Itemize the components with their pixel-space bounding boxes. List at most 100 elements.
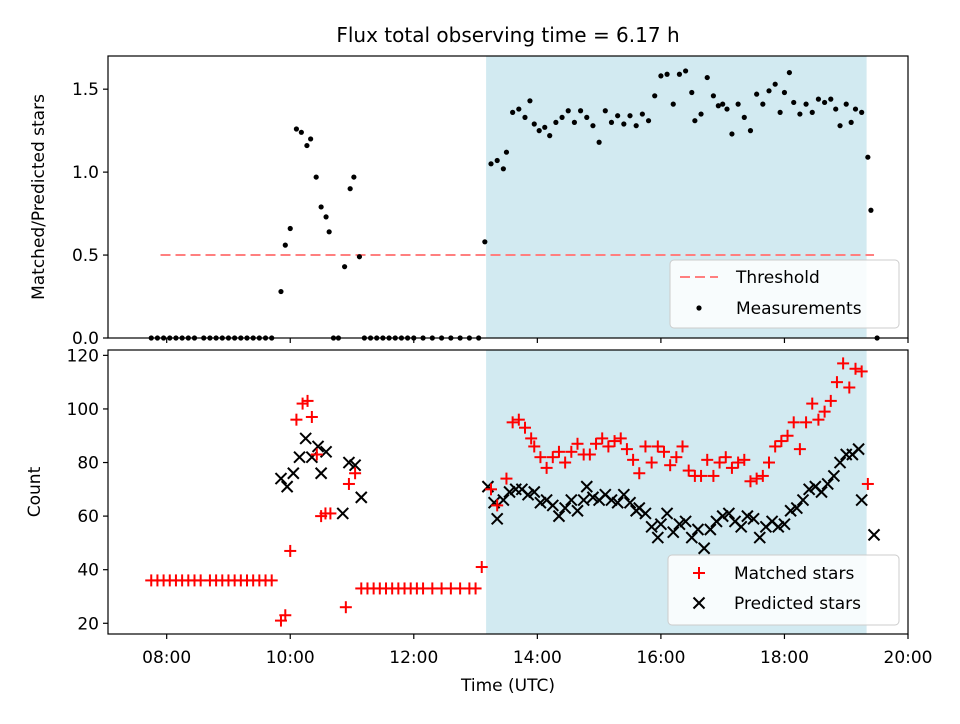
- top-y-axis-label: Matched/Predicted stars: [29, 94, 49, 300]
- predicted-star-point: [565, 493, 578, 507]
- measurement-point: [547, 133, 553, 139]
- matched-star-point: [469, 582, 482, 595]
- x-tick-label: 14:00: [513, 648, 562, 668]
- predicted-star-point: [617, 488, 631, 501]
- measurement-point: [318, 204, 324, 210]
- y-tick-label: 60: [77, 507, 99, 527]
- measurement-point: [803, 101, 809, 107]
- measurement-point: [565, 108, 571, 114]
- measurement-point: [500, 166, 506, 172]
- predicted-star-point: [673, 517, 686, 531]
- y-tick-label: 120: [67, 346, 99, 366]
- predicted-star-point: [299, 432, 312, 445]
- matched-star-point: [627, 453, 640, 466]
- matched-star-point: [800, 416, 813, 429]
- measurement-point: [298, 129, 304, 135]
- measurement-point: [720, 101, 726, 107]
- matched-star-point: [713, 456, 726, 469]
- measurement-point: [536, 128, 542, 134]
- measurement-point: [715, 103, 721, 109]
- matched-star-point: [664, 459, 677, 472]
- predicted-star-point: [528, 485, 541, 499]
- predicted-star-point: [716, 509, 729, 523]
- matched-star-point: [546, 451, 559, 464]
- matched-star-point: [559, 456, 572, 469]
- matched-star-point: [528, 440, 541, 453]
- measurement-point: [777, 109, 783, 115]
- measurement-point: [542, 124, 548, 130]
- bottom-axes-frame: [107, 349, 909, 635]
- predicted-star-point: [790, 501, 804, 515]
- matched-star-point: [769, 440, 782, 453]
- measurement-point: [531, 121, 537, 127]
- predicted-star-point: [679, 515, 692, 528]
- predicted-star-point: [651, 531, 665, 544]
- measurement-point: [584, 114, 590, 120]
- matched-star-point: [290, 413, 303, 426]
- predicted-star-point: [287, 467, 300, 480]
- bottom-legend: Matched stars Predicted stars: [667, 554, 900, 626]
- top-x-tick-marks: [166, 338, 909, 343]
- top-legend: Threshold Measurements: [669, 259, 900, 329]
- matched-star-point: [787, 416, 800, 429]
- matched-star-point: [620, 443, 633, 456]
- legend-measurements-swatch: [696, 305, 702, 311]
- measurement-point: [710, 93, 717, 99]
- matched-star-point: [861, 477, 874, 490]
- predicted-star-point: [815, 485, 828, 499]
- measurement-point: [729, 131, 735, 137]
- predicted-star-point: [497, 493, 510, 507]
- matched-star-point: [855, 365, 868, 378]
- measurement-point: [809, 109, 815, 115]
- predicted-star-point: [274, 472, 288, 485]
- measurement-point: [293, 126, 300, 132]
- measurement-point: [351, 174, 357, 180]
- matched-stars-points: [145, 357, 874, 627]
- predicted-star-point: [685, 531, 698, 544]
- measurement-point: [596, 139, 602, 145]
- predicted-star-point: [645, 520, 658, 534]
- legend-matched-swatch: [693, 567, 705, 579]
- measurement-point: [735, 101, 741, 107]
- measurement-point: [639, 111, 645, 117]
- x-tick-label: 12:00: [389, 648, 438, 668]
- y-tick-label: 1.0: [72, 163, 99, 183]
- predicted-star-point: [293, 450, 306, 464]
- chart-title: Flux total observing time = 6.17 h: [336, 23, 679, 47]
- measurement-point: [516, 106, 522, 112]
- predicted-star-point: [667, 525, 680, 539]
- matched-star-point: [645, 456, 658, 469]
- x-tick-label: 18:00: [760, 648, 809, 668]
- matched-star-point: [775, 435, 788, 448]
- y-tick-label: 100: [67, 400, 99, 420]
- matched-star-point: [682, 464, 695, 477]
- measurement-point: [326, 229, 332, 235]
- matched-star-point: [485, 483, 498, 496]
- measurement-point: [837, 123, 843, 129]
- matched-star-point: [676, 440, 689, 453]
- predicted-star-point: [741, 509, 754, 523]
- measurement-point: [553, 119, 559, 125]
- matched-star-point: [849, 362, 862, 375]
- measurement-point: [282, 242, 288, 248]
- bottom-y-axis-label: Count: [25, 466, 45, 517]
- measurement-point: [797, 111, 803, 117]
- predicted-star-point: [342, 456, 356, 469]
- predicted-star-point: [348, 459, 362, 472]
- predicted-star-point: [660, 507, 674, 520]
- measurement-point: [754, 91, 760, 97]
- matched-star-point: [701, 453, 714, 466]
- measurement-point: [689, 89, 695, 96]
- measurement-point: [488, 161, 494, 167]
- predicted-star-point: [654, 517, 668, 531]
- measurement-point: [577, 108, 584, 114]
- predicted-star-point: [867, 528, 881, 542]
- y-tick-label: 0.0: [72, 329, 99, 349]
- matched-star-point: [806, 397, 819, 410]
- legend-matched-label: Matched stars: [734, 564, 854, 584]
- matched-star-point: [837, 357, 850, 370]
- predicted-star-point: [778, 517, 791, 531]
- matched-star-point: [512, 413, 525, 426]
- predicted-star-point: [336, 507, 349, 520]
- predicted-star-point: [697, 542, 711, 555]
